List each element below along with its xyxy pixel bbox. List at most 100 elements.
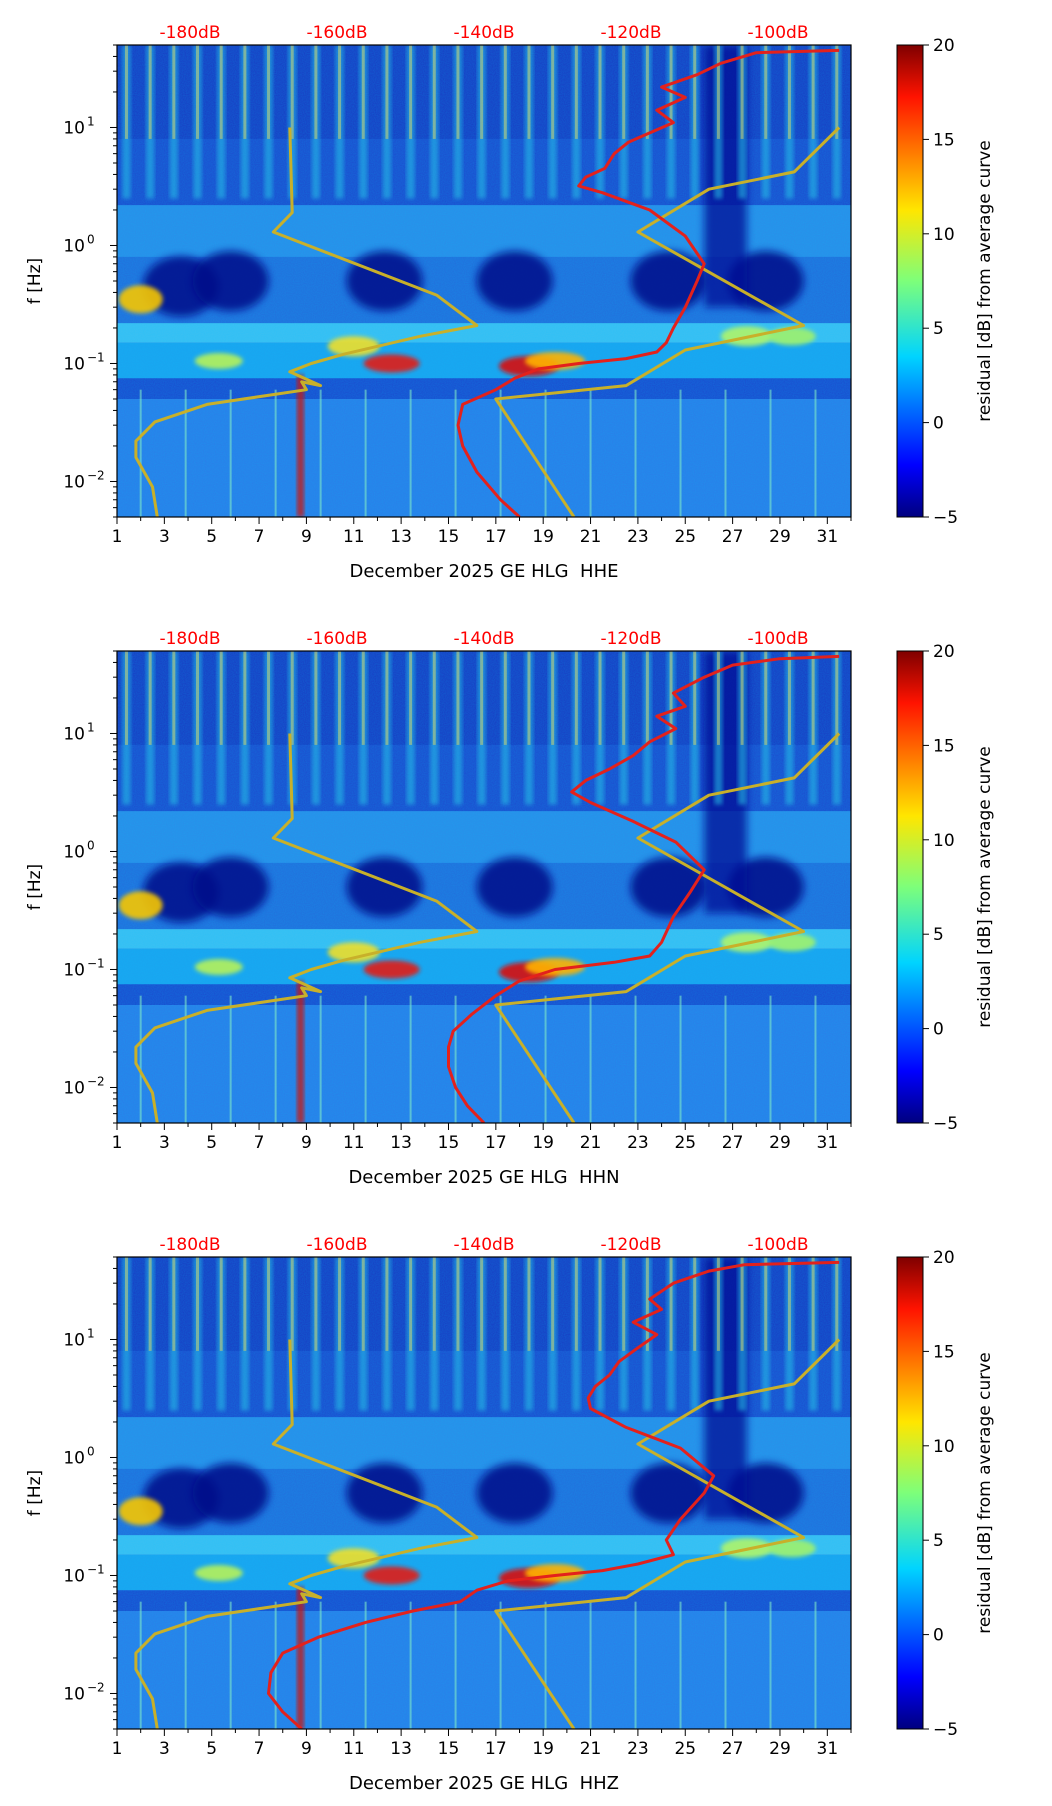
heatmap-daily-streak bbox=[740, 651, 744, 745]
top-label-100: -100dB bbox=[747, 629, 808, 649]
heatmap-hotspot bbox=[327, 336, 380, 357]
colorbar-tick-label: 5 bbox=[933, 319, 944, 339]
heatmap-lp-spike bbox=[679, 389, 682, 517]
heatmap-daily-streak bbox=[219, 1257, 223, 1351]
y-tick-label: 10 bbox=[63, 1448, 85, 1468]
heatmap-quiet-blob bbox=[192, 1463, 269, 1523]
heatmap-daily-streak bbox=[480, 651, 484, 745]
heatmap-hotspot bbox=[118, 891, 163, 920]
model-curve bbox=[134, 1338, 841, 1729]
x-ticks: 1 3 5 7 9 11 13 15 17 19 21 23 25 27 29 31 bbox=[112, 1729, 852, 1759]
heatmap-daily-streak bbox=[382, 45, 391, 199]
x-tick-label: 13 bbox=[390, 1739, 412, 1759]
heatmap-daily-streak bbox=[714, 651, 723, 805]
heatmap-daily-streak bbox=[501, 1257, 510, 1411]
heatmap-daily-streak bbox=[243, 651, 247, 745]
heatmap-daily-streak bbox=[643, 45, 652, 199]
x-tick-label: 3 bbox=[159, 527, 170, 547]
heatmap-lp-spike bbox=[184, 995, 187, 1123]
heatmap-daily-streak bbox=[480, 1257, 484, 1351]
x-tick-label: 17 bbox=[485, 527, 507, 547]
heatmap-lp-spike bbox=[229, 1601, 232, 1729]
heatmap-daily-streak bbox=[430, 1257, 439, 1411]
heatmap-daily-streak bbox=[288, 45, 297, 199]
heatmap-daily-streak bbox=[835, 1257, 839, 1351]
heatmap-daily-streak bbox=[809, 651, 818, 805]
heatmap-daily-streak bbox=[432, 45, 436, 139]
model-curve bbox=[134, 732, 841, 1123]
model-curve-line-2 bbox=[494, 732, 841, 1123]
heatmap-daily-streak bbox=[335, 651, 344, 805]
heatmap-daily-streak bbox=[453, 651, 462, 805]
heatmap-daily-streak bbox=[338, 45, 342, 139]
heatmap-daily-streak bbox=[738, 1257, 747, 1411]
heatmap-daily-streak bbox=[572, 651, 581, 805]
colorbar-tick-label: 0 bbox=[933, 414, 944, 434]
colorbar-ticks: 20 15 10 5 0 −5 bbox=[923, 1248, 958, 1740]
heatmap-daily-streak bbox=[809, 45, 818, 199]
heatmap-daily-streak bbox=[361, 1257, 365, 1351]
heatmap-lp-spike bbox=[634, 389, 637, 517]
heatmap-daily-streak bbox=[240, 1257, 249, 1411]
heatmap-daily-streak bbox=[148, 45, 152, 139]
heatmap-lp-spike bbox=[184, 1601, 187, 1729]
y-tick-exponent: 1 bbox=[87, 720, 95, 734]
heatmap-daily-streak bbox=[622, 45, 626, 139]
heatmap-daily-streak bbox=[785, 1257, 794, 1411]
heatmap-daily-streak bbox=[527, 1257, 531, 1351]
heatmap-lp-spike bbox=[634, 1601, 637, 1729]
heatmap-lp-spike bbox=[499, 1601, 502, 1729]
heatmap-daily-streak bbox=[124, 651, 128, 745]
heatmap-daily-streak bbox=[314, 45, 318, 139]
x-tick-label: 11 bbox=[343, 527, 365, 547]
heatmap-daily-streak bbox=[835, 45, 839, 139]
colorbar bbox=[896, 44, 924, 518]
heatmap-daily-streak bbox=[667, 651, 676, 805]
colorbar-label: residual [dB] from average curve bbox=[975, 1352, 995, 1633]
heatmap-hotspot bbox=[118, 1497, 163, 1526]
heatmap-daily-streak bbox=[690, 651, 699, 805]
heatmap-lp-spike bbox=[274, 389, 277, 517]
heatmap-daily-streak bbox=[335, 1257, 344, 1411]
heatmap-lp-spike bbox=[319, 995, 322, 1123]
colorbar-tick-label: 15 bbox=[933, 130, 955, 150]
heatmap-daily-streak bbox=[359, 1257, 368, 1411]
heatmap-image bbox=[117, 651, 851, 1123]
heatmap-lp-spike bbox=[139, 389, 142, 517]
heatmap-daily-streak bbox=[787, 651, 791, 745]
heatmap-hotspot bbox=[118, 285, 163, 314]
y-tick-label: 10 bbox=[63, 1566, 85, 1586]
heatmap-daily-streak bbox=[551, 1257, 555, 1351]
y-tick-label: 10 bbox=[63, 1684, 85, 1704]
heatmap-quiet-blob bbox=[192, 857, 269, 917]
y-axis-label: f [Hz] bbox=[25, 1470, 45, 1516]
heatmap-daily-streak bbox=[406, 1257, 415, 1411]
heatmap-daily-streak bbox=[619, 45, 628, 199]
heatmap-daily-streak bbox=[716, 45, 720, 139]
heatmap-daily-streak bbox=[219, 651, 223, 745]
heatmap-lp-spike bbox=[319, 389, 322, 517]
x-tick-label: 11 bbox=[343, 1133, 365, 1153]
y-tick-label: 10 bbox=[63, 960, 85, 980]
heatmap-daily-streak bbox=[738, 45, 747, 199]
heatmap-daily-streak bbox=[572, 1257, 581, 1411]
heatmap-daily-streak bbox=[832, 651, 841, 805]
y-tick-label: 10 bbox=[63, 236, 85, 256]
heatmap-daily-streak bbox=[764, 45, 768, 139]
x-tick-label: 9 bbox=[301, 527, 312, 547]
top-label-120: -120dB bbox=[600, 1235, 661, 1255]
colorbar-tick-label: 15 bbox=[933, 736, 955, 756]
x-tick-label: 31 bbox=[817, 527, 839, 547]
y-tick-exponent: −2 bbox=[87, 468, 105, 482]
heatmap-lp-spike bbox=[589, 1601, 592, 1729]
y-tick-label: 10 bbox=[63, 472, 85, 492]
heatmap-daily-streak bbox=[503, 45, 507, 139]
y-tick-label: 10 bbox=[63, 1078, 85, 1098]
heatmap-daily-streak bbox=[598, 1257, 602, 1351]
heatmap-daily-streak bbox=[738, 651, 747, 805]
db-curve-line bbox=[267, 1260, 840, 1729]
x-tick-label: 23 bbox=[627, 1739, 649, 1759]
y-tick-exponent: 0 bbox=[87, 232, 95, 246]
colorbar-label: residual [dB] from average curve bbox=[975, 746, 995, 1027]
